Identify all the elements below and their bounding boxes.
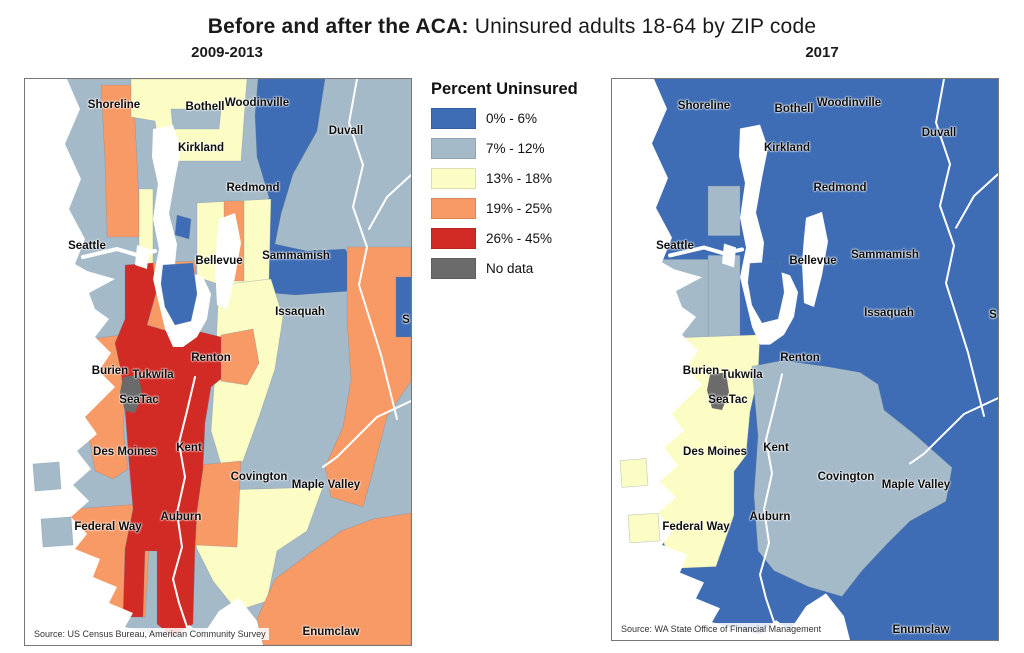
legend-label: 26% - 45% [486,231,553,246]
vashon-island-north [32,461,62,492]
puget-sound-water [612,79,850,640]
green-river [759,373,783,624]
lake-union-water [135,245,149,269]
choropleth-map-2017 [612,79,998,640]
source-note-before: Source: US Census Bureau, American Commu… [31,628,269,640]
uninsured-regions-before [64,79,411,645]
islands [619,261,785,544]
region-seatac-no-data [120,375,142,413]
legend-label: 13% - 18% [486,171,553,186]
medina-region [174,214,192,240]
legend-swatch [431,198,476,219]
page-title-bold: Before and after the ACA: [207,15,469,38]
page-title: Before and after the ACA: Uninsured adul… [0,15,1024,39]
cedar-river [322,400,411,468]
rivers [759,79,998,624]
legend-label: No data [486,261,534,276]
snoqualmie-river [935,79,985,417]
cedar-river [909,397,998,465]
map-before-frame: Shoreline Bothell Woodinville Duvall Kirklan… [24,78,412,646]
lake-sammamish-water [215,213,241,309]
page-title-regular: Uninsured adults 18-64 by ZIP code [474,15,817,38]
green-river [172,376,196,628]
puget-sound-water [25,79,263,645]
ship-canal-water [668,245,744,258]
region-east-edge-blue [395,276,411,338]
river-fork [955,173,998,229]
region-enumclaw-orange [256,512,411,645]
legend-label: 7% - 12% [486,141,545,156]
region-kent-auburn-gray [751,360,953,597]
legend-swatch [431,168,476,189]
lake-union-water [722,243,736,268]
legend-row: 19% - 25% [431,198,603,219]
legend-row: 13% - 18% [431,168,603,189]
legend-swatch [431,108,476,129]
mercer-island-region [747,261,785,324]
legend-label: 0% - 6% [486,111,538,126]
rivers [172,79,411,628]
source-note-after: Source: WA State Office of Financial Man… [618,623,825,635]
legend-swatch [431,258,476,279]
vashon-island-south [627,512,661,544]
legend-rows: 0% - 6% 7% - 12% 13% - 18% 19% - 25% 26% - 4… [431,108,603,279]
map-after-subtitle: 2017 [805,44,839,61]
region-north-gray-notch [170,108,222,130]
legend-row: 7% - 12% [431,138,603,159]
lake-sammamish-water [802,211,828,307]
region-east-orange [324,246,411,508]
legend-swatch [431,138,476,159]
choropleth-map-2009-2013 [25,79,411,645]
legend: Percent Uninsured 0% - 6% 7% - 12% 13% - 1… [431,80,603,288]
region-seatac-no-data [707,372,729,411]
legend-title: Percent Uninsured [431,80,578,98]
vashon-island-north [619,458,649,488]
vashon-island-south [40,516,74,548]
map-before-subtitle: 2009-2013 [191,44,263,61]
islands [32,214,198,548]
mercer-island-region [160,262,198,326]
legend-swatch [431,228,476,249]
ship-canal-water [81,247,157,259]
river-fork [368,174,411,230]
legend-row: No data [431,258,603,279]
snoqualmie-river [348,79,398,420]
map-after-frame: Shoreline Bothell Woodinville Duvall Kirklan… [611,78,999,641]
legend-row: 0% - 6% [431,108,603,129]
legend-row: 26% - 45% [431,228,603,249]
legend-label: 19% - 25% [486,201,553,216]
